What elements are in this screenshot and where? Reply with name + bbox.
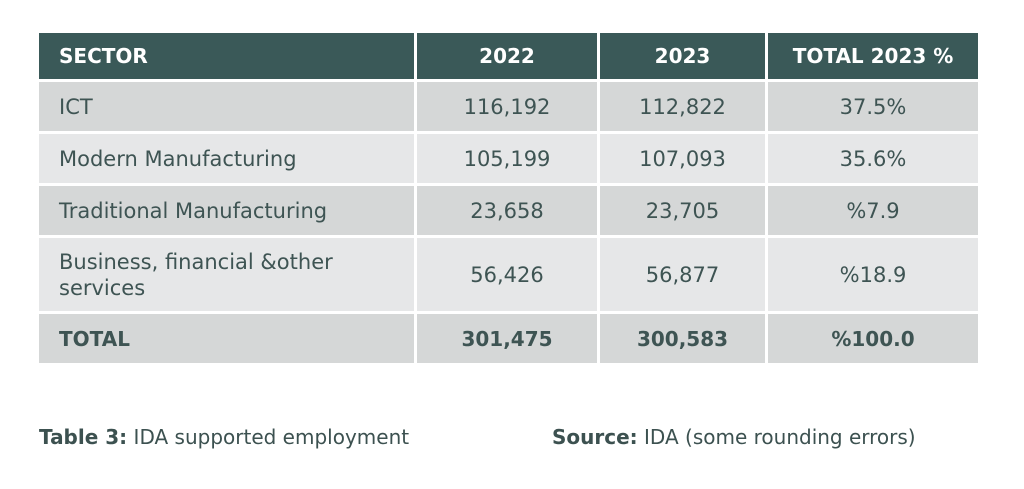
row-traditional-manufacturing-2022: 23,658 <box>417 186 597 235</box>
total-row-label: TOTAL <box>39 314 414 363</box>
header-sector: SECTOR <box>39 33 414 79</box>
row-business-services-sector: Business, financial &other services <box>39 238 414 311</box>
header-total-pct: TOTAL 2023 % <box>768 33 978 79</box>
header-2023: 2023 <box>600 33 765 79</box>
table-caption-text: IDA supported employment <box>133 425 410 449</box>
source-caption-text: IDA (some rounding errors) <box>644 425 916 449</box>
row-business-services-pct: %18.9 <box>768 238 978 311</box>
source-caption: Source: IDA (some rounding errors) <box>552 425 916 449</box>
total-row-2022: 301,475 <box>417 314 597 363</box>
row-traditional-manufacturing-pct: %7.9 <box>768 186 978 235</box>
table-caption: Table 3: IDA supported employment <box>39 425 409 449</box>
row-modern-manufacturing-pct: 35.6% <box>768 134 978 183</box>
total-row-pct: %100.0 <box>768 314 978 363</box>
row-ict-2022: 116,192 <box>417 82 597 131</box>
row-modern-manufacturing-2022: 105,199 <box>417 134 597 183</box>
row-ict-sector: ICT <box>39 82 414 131</box>
row-traditional-manufacturing-sector: Traditional Manufacturing <box>39 186 414 235</box>
row-modern-manufacturing-2023: 107,093 <box>600 134 765 183</box>
total-row-2023: 300,583 <box>600 314 765 363</box>
row-ict-pct: 37.5% <box>768 82 978 131</box>
row-ict-2023: 112,822 <box>600 82 765 131</box>
header-2022: 2022 <box>417 33 597 79</box>
row-business-services-2022: 56,426 <box>417 238 597 311</box>
table-caption-label: Table 3: <box>39 425 128 449</box>
source-caption-label: Source: <box>552 425 638 449</box>
row-modern-manufacturing-sector: Modern Manufacturing <box>39 134 414 183</box>
row-business-services-2023: 56,877 <box>600 238 765 311</box>
employment-table: SECTOR 2022 2023 TOTAL 2023 % ICT 116,19… <box>39 33 978 366</box>
row-traditional-manufacturing-2023: 23,705 <box>600 186 765 235</box>
